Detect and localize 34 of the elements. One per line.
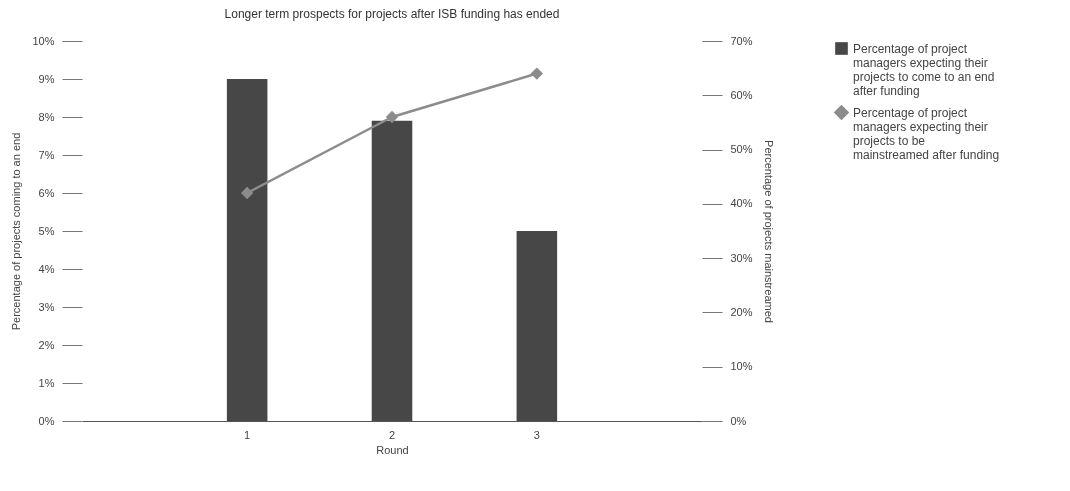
point xyxy=(386,111,398,123)
y2-tick-label: 50% xyxy=(730,143,753,156)
x-tick-label: 3 xyxy=(533,428,540,441)
y2-tick-label: 70% xyxy=(730,34,753,47)
y2-tick-label: 10% xyxy=(730,360,753,373)
y-tick-label: 2% xyxy=(38,338,55,351)
y-tick-label: 3% xyxy=(38,300,55,313)
y2-tick-label: 30% xyxy=(730,251,753,264)
chart-title: Longer term prospects for projects after ISB funding has ended xyxy=(224,7,560,21)
x-axis-title: Round xyxy=(376,443,409,456)
y-tick-label: 7% xyxy=(38,148,55,161)
y-tick-label: 8% xyxy=(38,110,55,123)
bar xyxy=(371,120,413,421)
y-tick-label: 10% xyxy=(32,34,55,47)
y-tick-label: 0% xyxy=(38,414,55,427)
y2-tick-label: 60% xyxy=(730,88,753,101)
y2-axis-title: Percentage of projects mainstreamed xyxy=(762,140,775,323)
y2-tick-label: 20% xyxy=(730,305,753,318)
point xyxy=(241,187,253,199)
x-tick-label: 2 xyxy=(388,428,396,441)
y-axis-title: Percentage of projects coming to an end xyxy=(10,132,23,331)
y-tick-label: 4% xyxy=(38,262,55,275)
bar xyxy=(226,79,268,421)
y-tick-label: 6% xyxy=(38,186,55,199)
y-tick-label: 1% xyxy=(38,376,55,389)
y2-tick-label: 0% xyxy=(730,414,747,427)
legend-label: Percentage of project managers expecting their projects to be mainstreamed after funding xyxy=(853,105,1000,162)
y2-tick-label: 40% xyxy=(730,197,753,210)
bar xyxy=(516,231,558,421)
x-tick-label: 1 xyxy=(244,428,251,441)
legend-label: Percentage of project managers expecting their projects to come to an end after funding xyxy=(853,41,995,98)
y-tick-label: 9% xyxy=(38,72,55,85)
y-tick-label: 5% xyxy=(38,224,55,237)
point xyxy=(531,67,543,80)
